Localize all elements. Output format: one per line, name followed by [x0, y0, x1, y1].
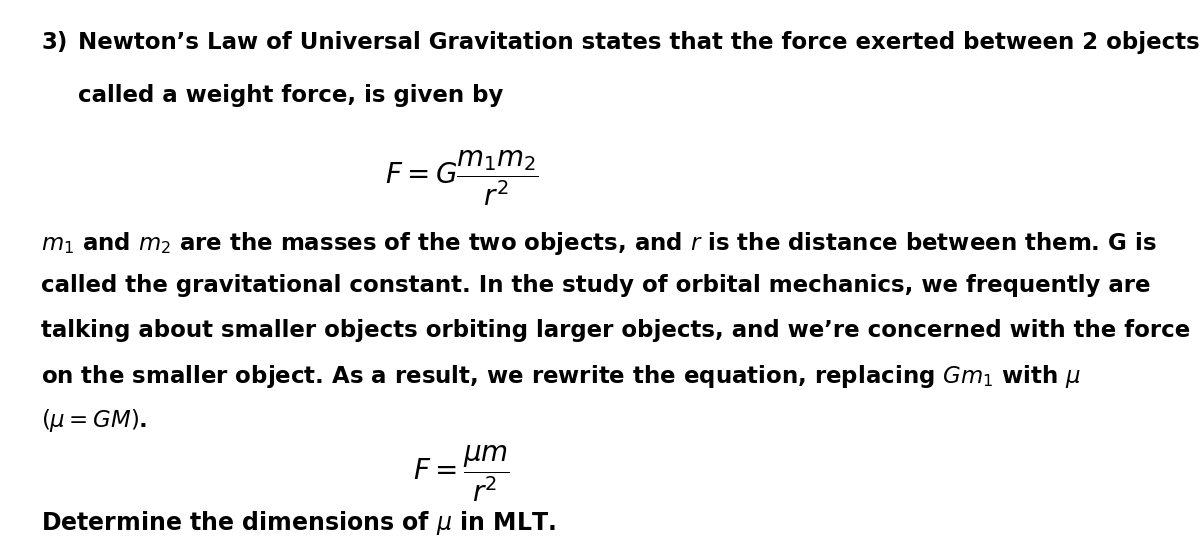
Text: Newton’s Law of Universal Gravitation states that the force exerted between 2 ob: Newton’s Law of Universal Gravitation st… [78, 31, 1200, 54]
Text: Determine the dimensions of $\mu$ in MLT.: Determine the dimensions of $\mu$ in MLT… [41, 509, 557, 537]
Text: $m_1$ and $m_2$ are the masses of the two objects, and $r$ is the distance betwe: $m_1$ and $m_2$ are the masses of the tw… [41, 230, 1157, 257]
Text: called a weight force, is given by: called a weight force, is given by [78, 84, 504, 106]
Text: on the smaller object. As a result, we rewrite the equation, replacing $Gm_1$ wi: on the smaller object. As a result, we r… [41, 363, 1081, 390]
Text: called the gravitational constant. In the study of orbital mechanics, we frequen: called the gravitational constant. In th… [41, 274, 1151, 297]
Text: $F = G\dfrac{m_1 m_2}{r^2}$: $F = G\dfrac{m_1 m_2}{r^2}$ [385, 149, 539, 209]
Text: $(\mu = GM)$.: $(\mu = GM)$. [41, 407, 148, 434]
Text: $F = \dfrac{\mu m}{r^2}$: $F = \dfrac{\mu m}{r^2}$ [413, 444, 510, 504]
Text: 3): 3) [41, 31, 67, 54]
Text: talking about smaller objects orbiting larger objects, and we’re concerned with : talking about smaller objects orbiting l… [41, 319, 1190, 342]
